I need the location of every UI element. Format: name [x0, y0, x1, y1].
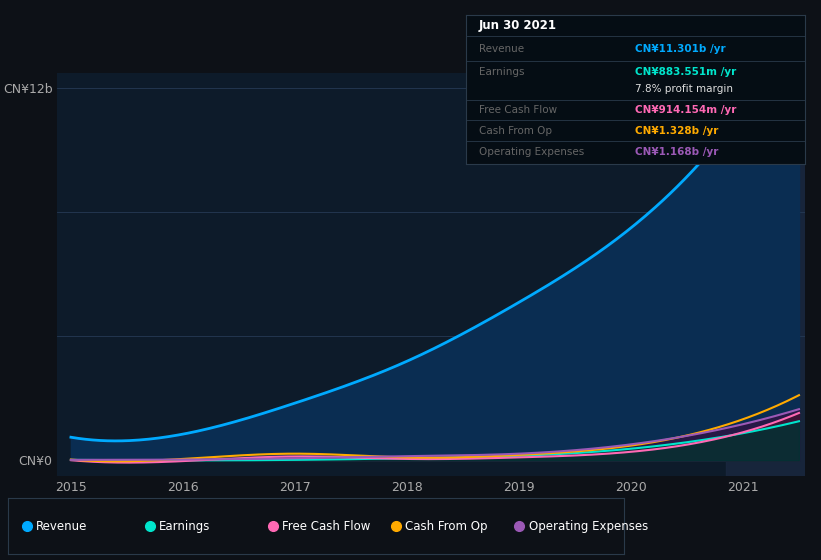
Text: Free Cash Flow: Free Cash Flow [479, 105, 557, 115]
Text: Jun 30 2021: Jun 30 2021 [479, 19, 557, 32]
Text: CN¥11.301b /yr: CN¥11.301b /yr [635, 44, 726, 54]
Text: CN¥1.328b /yr: CN¥1.328b /yr [635, 126, 718, 136]
Text: CN¥1.168b /yr: CN¥1.168b /yr [635, 147, 718, 157]
Bar [726, 73, 805, 476]
Text: CN¥914.154m /yr: CN¥914.154m /yr [635, 105, 736, 115]
Text: CN¥883.551m /yr: CN¥883.551m /yr [635, 67, 736, 77]
Text: Revenue: Revenue [36, 520, 87, 533]
Text: Revenue: Revenue [479, 44, 524, 54]
Text: 7.8% profit margin: 7.8% profit margin [635, 85, 733, 94]
Text: Cash From Op: Cash From Op [479, 126, 552, 136]
Text: Earnings: Earnings [159, 520, 210, 533]
Text: Cash From Op: Cash From Op [406, 520, 488, 533]
Text: Operating Expenses: Operating Expenses [529, 520, 648, 533]
Text: Operating Expenses: Operating Expenses [479, 147, 585, 157]
Text: Earnings: Earnings [479, 67, 525, 77]
Text: Free Cash Flow: Free Cash Flow [282, 520, 370, 533]
